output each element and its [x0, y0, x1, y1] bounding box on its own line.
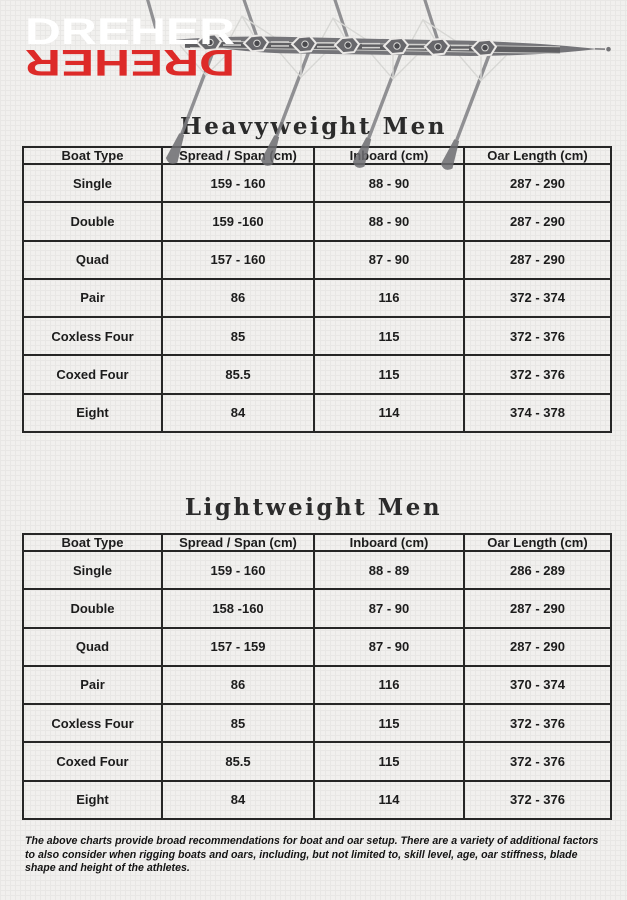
boat-type-cell: Eight: [22, 392, 163, 434]
value-cell: 159 -160: [161, 201, 315, 242]
table-row: Pair 86 116 370 - 374: [22, 664, 612, 706]
value-cell: 85: [161, 703, 315, 744]
heavyweight-title: Heavyweight Men: [180, 113, 447, 140]
boat-type-cell: Single: [22, 549, 163, 591]
boat-type-cell: Double: [22, 201, 163, 242]
value-cell: 87 - 90: [313, 626, 465, 667]
boat-type-cell: Single: [22, 162, 163, 204]
value-cell: 88 - 90: [313, 162, 465, 204]
value-cell: 157 - 159: [161, 626, 315, 667]
table-row: Double 159 -160 88 - 90 287 - 290: [22, 201, 612, 242]
rigger-icon: [228, 15, 461, 46]
value-cell: 86: [161, 277, 315, 319]
value-cell: 372 - 376: [463, 316, 612, 357]
table-row: Single 159 - 160 88 - 90 287 - 290: [22, 162, 612, 204]
table-row: Pair 86 116 372 - 374: [22, 277, 612, 319]
value-cell: 84: [161, 392, 315, 434]
header-row: Boat Type Spread / Span (cm) Inboard (cm) O…: [22, 533, 612, 552]
value-cell: 115: [313, 741, 465, 782]
value-cell: 287 - 290: [463, 239, 612, 280]
value-cell: 85.5: [161, 741, 315, 782]
column-header: Boat Type: [22, 533, 163, 552]
boat-type-cell: Coxed Four: [22, 354, 163, 395]
value-cell: 116: [313, 664, 465, 706]
value-cell: 85.5: [161, 354, 315, 395]
table-row: Double 158 -160 87 - 90 287 - 290: [22, 588, 612, 629]
table-row: Single 159 - 160 88 - 89 286 - 289: [22, 549, 612, 591]
value-cell: 85: [161, 316, 315, 357]
value-cell: 374 - 378: [463, 392, 612, 434]
value-cell: 372 - 376: [463, 779, 612, 821]
boat-type-cell: Coxless Four: [22, 703, 163, 744]
table-row: Coxed Four 85.5 115 372 - 376: [22, 354, 612, 395]
boat-type-cell: Pair: [22, 664, 163, 706]
table-row: Coxless Four 85 115 372 - 376: [22, 316, 612, 357]
table-row: Quad 157 - 160 87 - 90 287 - 290: [22, 239, 612, 280]
lightweight-title: Lightweight Men: [184, 494, 443, 521]
boat-type-cell: Eight: [22, 779, 163, 821]
column-header: Oar Length (cm): [463, 146, 612, 165]
table-row: Coxless Four 85 115 372 - 376: [22, 703, 612, 744]
column-header: Inboard (cm): [313, 146, 465, 165]
value-cell: 370 - 374: [463, 664, 612, 706]
brand-wordmark-reflection: DREHER: [25, 42, 235, 79]
table-row: Eight 84 114 374 - 378: [22, 392, 612, 434]
column-header: Oar Length (cm): [463, 533, 612, 552]
table-row: Eight 84 114 372 - 376: [22, 779, 612, 821]
value-cell: 372 - 376: [463, 354, 612, 395]
value-cell: 88 - 89: [313, 549, 465, 591]
value-cell: 372 - 374: [463, 277, 612, 319]
value-cell: 287 - 290: [463, 201, 612, 242]
table-row: Coxed Four 85.5 115 372 - 376: [22, 741, 612, 782]
column-header: Spread / Span (cm): [161, 533, 315, 552]
value-cell: 158 -160: [161, 588, 315, 629]
dreher-logo: DREHER DREHER: [24, 11, 240, 84]
boat-type-cell: Double: [22, 588, 163, 629]
value-cell: 87 - 90: [313, 239, 465, 280]
value-cell: 87 - 90: [313, 588, 465, 629]
boat-type-cell: Coxed Four: [22, 741, 163, 782]
value-cell: 84: [161, 779, 315, 821]
value-cell: 116: [313, 277, 465, 319]
value-cell: 115: [313, 703, 465, 744]
value-cell: 372 - 376: [463, 703, 612, 744]
boat-type-cell: Coxless Four: [22, 316, 163, 357]
table-row: Quad 157 - 159 87 - 90 287 - 290: [22, 626, 612, 667]
lightweight-table: Boat Type Spread / Span (cm) Inboard (cm) O…: [22, 533, 612, 821]
value-cell: 372 - 376: [463, 741, 612, 782]
value-cell: 159 - 160: [161, 162, 315, 204]
boat-type-cell: Pair: [22, 277, 163, 319]
value-cell: 287 - 290: [463, 626, 612, 667]
boat-type-cell: Quad: [22, 239, 163, 280]
value-cell: 159 - 160: [161, 549, 315, 591]
header-row: Boat Type Spread / Span (cm) Inboard (cm) O…: [22, 146, 612, 165]
rowers-icon: [195, 33, 498, 57]
value-cell: 115: [313, 354, 465, 395]
column-header: Boat Type: [22, 146, 163, 165]
value-cell: 286 - 289: [463, 549, 612, 591]
value-cell: 157 - 160: [161, 239, 315, 280]
boat-type-cell: Quad: [22, 626, 163, 667]
footnote-text: The above charts provide broad recommend…: [25, 835, 599, 874]
column-header: Spread / Span (cm): [161, 146, 315, 165]
value-cell: 114: [313, 779, 465, 821]
value-cell: 88 - 90: [313, 201, 465, 242]
value-cell: 287 - 290: [463, 162, 612, 204]
value-cell: 86: [161, 664, 315, 706]
value-cell: 115: [313, 316, 465, 357]
bow-ball-icon: [606, 46, 611, 52]
column-header: Inboard (cm): [313, 533, 465, 552]
value-cell: 287 - 290: [463, 588, 612, 629]
heavyweight-table: Boat Type Spread / Span (cm) Inboard (cm) O…: [22, 146, 612, 434]
value-cell: 114: [313, 392, 465, 434]
